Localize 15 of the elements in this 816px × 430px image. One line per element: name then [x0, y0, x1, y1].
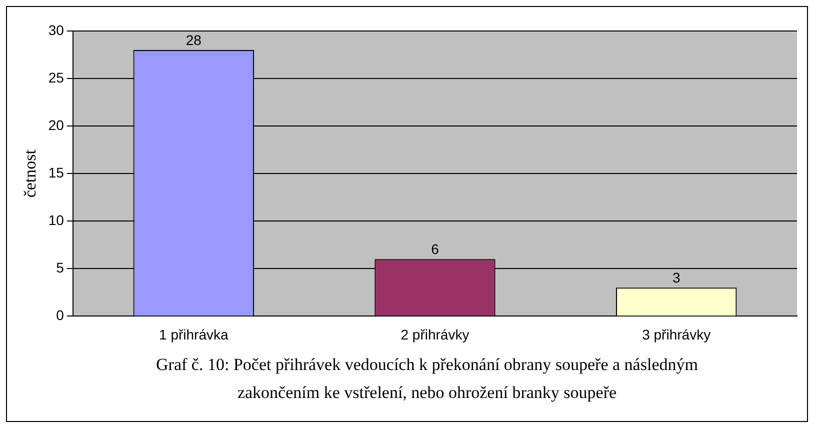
y-tick-label: 30 [48, 22, 64, 38]
y-tick-label: 25 [48, 69, 64, 86]
x-tick-label: 3 přihrávky [642, 326, 711, 342]
y-tick-label: 0 [56, 307, 64, 324]
text: Graf č. 10: Počet přihrávek vedoucích k překonání obrany soupeře a následným zakončením ke vstřelení, nebo ohrožení branky soupeře [155, 354, 699, 404]
data-label: 6 [431, 241, 440, 258]
y-tick-label: 5 [56, 260, 64, 276]
x-tick-label: 2 přihrávky [400, 326, 470, 342]
y-axis-title: četnost [20, 149, 40, 198]
x-tick-label: 1 přihrávka [159, 326, 228, 342]
data-label: 3 [672, 270, 680, 286]
y-tick-label: 20 [48, 116, 64, 133]
y-tick-label: 15 [48, 164, 64, 180]
y-tick-label: 10 [48, 212, 64, 228]
data-label: 28 [186, 32, 202, 48]
